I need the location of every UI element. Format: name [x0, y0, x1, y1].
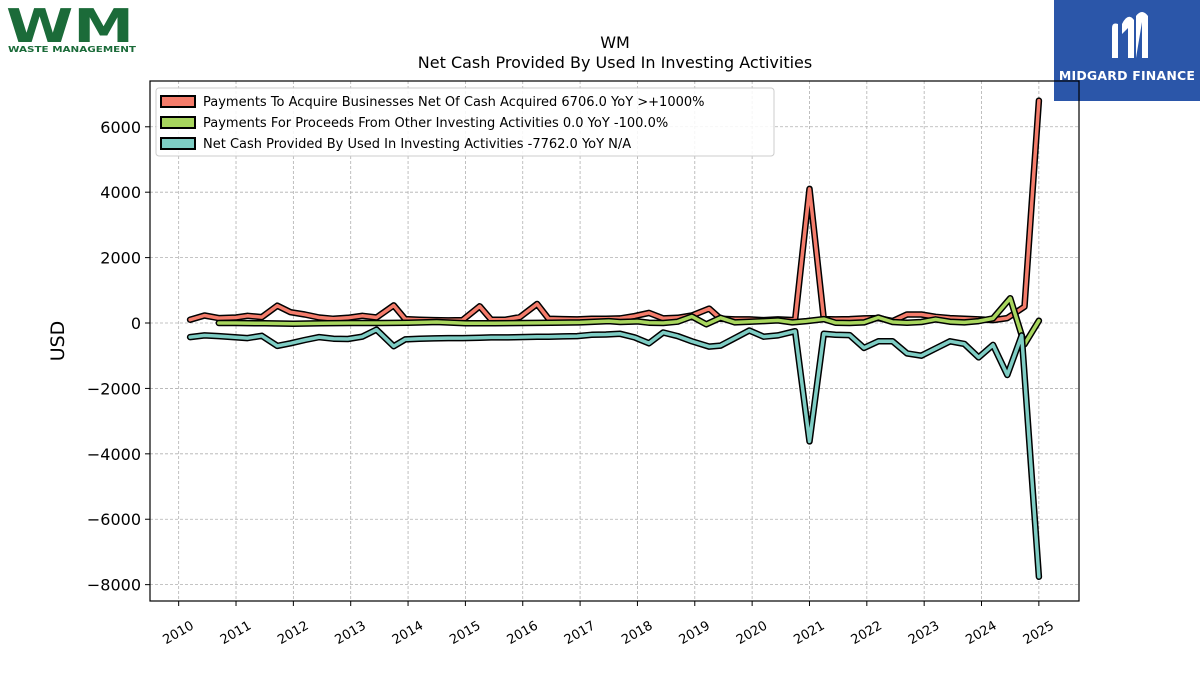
legend: Payments To Acquire Businesses Net Of Ca… [155, 87, 775, 157]
x-tick-label: 2015 [447, 618, 483, 648]
waste-management-logo: WM WASTE MANAGEMENT [6, 4, 137, 54]
y-tick-label: −8000 [87, 576, 141, 595]
legend-swatch-2 [160, 116, 196, 129]
y-tick-label: −2000 [87, 379, 141, 398]
midgard-finance-logo: MIDGARD FINANCE [1054, 0, 1200, 101]
series-lines [186, 97, 1043, 581]
x-tick-label: 2012 [275, 618, 311, 648]
y-tick-label: −6000 [87, 510, 141, 529]
x-tick-label: 2024 [963, 618, 999, 648]
x-tick-label: 2023 [906, 618, 942, 648]
x-tick-label: 2014 [390, 618, 426, 648]
legend-swatch-3 [160, 137, 196, 150]
midgard-finance-wordmark: MIDGARD FINANCE [1058, 68, 1196, 83]
legend-box [155, 87, 775, 157]
legend-label-1: Payments To Acquire Businesses Net Of Ca… [203, 95, 705, 110]
x-tick-label: 2020 [734, 618, 770, 648]
x-tick-label: 2021 [791, 618, 827, 648]
series-line-3 [188, 327, 1041, 579]
x-tick-label: 2011 [218, 618, 254, 648]
y-axis: 6000 4000 2000 0 −2000 −4000 −6000 −8000 [87, 118, 150, 595]
y-tick-label: 2000 [100, 249, 141, 268]
x-tick-label: 2022 [849, 618, 885, 648]
logo-initials: WM [6, 4, 134, 53]
x-axis: 2010 2011 2012 2013 2014 2015 2016 2017 2018 2019… [161, 601, 1057, 648]
x-tick-label: 2019 [677, 618, 713, 648]
x-tick-label: 2018 [619, 618, 655, 648]
x-tick-label: 2010 [161, 618, 197, 648]
x-tick-label: 2016 [505, 618, 541, 648]
x-tick-label: 2013 [333, 618, 369, 648]
legend-swatch-1 [160, 95, 196, 108]
legend-label-3: Net Cash Provided By Used In Investing A… [203, 137, 631, 152]
x-tick-label: 2017 [562, 618, 598, 648]
y-tick-label: 4000 [100, 183, 141, 202]
x-tick-label: 2025 [1021, 618, 1057, 648]
chart-title: WM [600, 33, 630, 52]
series-line-2 [217, 296, 1041, 347]
midgard-emblem-icon [1112, 12, 1148, 58]
legend-label-2: Payments For Proceeds From Other Investi… [203, 116, 668, 131]
y-tick-label: −4000 [87, 445, 141, 464]
chart-subtitle: Net Cash Provided By Used In Investing A… [418, 53, 812, 72]
y-tick-label: 0 [131, 314, 141, 333]
y-axis-label: USD [47, 321, 69, 362]
series-outline-3 [186, 326, 1043, 581]
plot-frame [149, 80, 1080, 602]
y-tick-label: 6000 [100, 118, 141, 137]
logo-wordmark: WASTE MANAGEMENT [8, 45, 137, 54]
